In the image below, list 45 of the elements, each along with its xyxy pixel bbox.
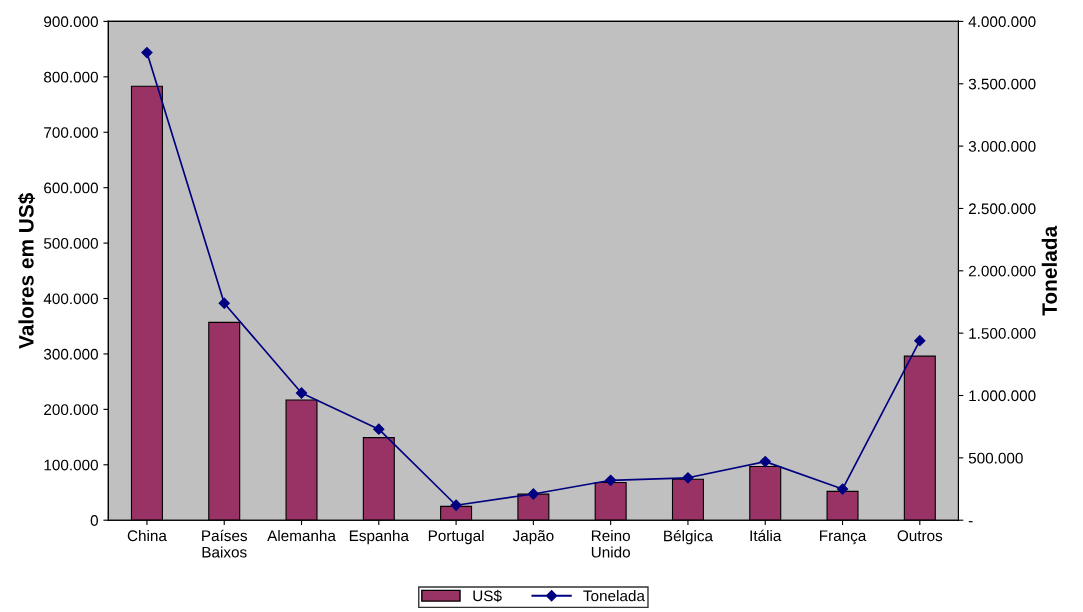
x-tick-label: Itália	[750, 529, 782, 542]
legend-label: Tonelada	[583, 590, 645, 602]
point	[295, 387, 308, 399]
y2-tick-label: 2.500.000	[968, 203, 1036, 215]
point	[682, 472, 694, 484]
y2-tick-label: 500.000	[968, 452, 1023, 464]
point	[836, 483, 849, 495]
x-tick-label: China	[127, 529, 167, 542]
y2-tick-label: -	[968, 521, 973, 523]
point	[759, 455, 771, 468]
y-tick-label: 800.000	[44, 71, 98, 83]
point	[373, 423, 385, 435]
y-tick-label: 700.000	[44, 127, 98, 138]
y2-axis-title: Tonelada	[1041, 225, 1057, 316]
y-tick-label: 300.000	[43, 348, 98, 360]
x-tick-label: Outros	[897, 530, 943, 542]
point	[605, 474, 617, 486]
y2-tick-label: 3.500.000	[968, 78, 1036, 90]
point	[450, 499, 462, 511]
y2-tick-label: 1.000.000	[969, 390, 1036, 402]
x-tick-label: França	[820, 530, 867, 545]
legend-label: US$	[473, 589, 502, 603]
y2-tick-label: 1.500.000	[969, 328, 1036, 339]
point	[914, 335, 926, 347]
y-tick-label: 200.000	[44, 404, 98, 416]
point	[141, 46, 153, 59]
y-tick-label: 500.000	[43, 237, 98, 249]
y2-tick-label: 3.000.000	[968, 140, 1036, 152]
x-tick-label: Reino Unido	[591, 529, 630, 558]
y-tick-label: 100.000	[44, 459, 98, 471]
y-tick-label: 600.000	[44, 182, 98, 194]
x-tick-label: Bélgica	[664, 529, 713, 545]
x-tick-label: Portugal	[428, 529, 484, 545]
x-tick-label: Japão	[512, 530, 554, 545]
x-tick-label: Alemanha	[267, 529, 336, 542]
y-tick-label: 900.000	[44, 16, 98, 28]
y-tick-label: 0	[90, 515, 98, 526]
y-tick-label: 400.000	[43, 293, 98, 305]
x-tick-label: Países Baixos	[202, 529, 248, 558]
y2-tick-label: 2.000.000	[968, 265, 1036, 277]
point	[218, 297, 230, 309]
point	[527, 488, 539, 500]
y2-tick-label: 4.000.000	[968, 16, 1036, 28]
y-axis-title: Valores em US$	[18, 192, 36, 349]
x-tick-label: Espanha	[349, 529, 409, 545]
